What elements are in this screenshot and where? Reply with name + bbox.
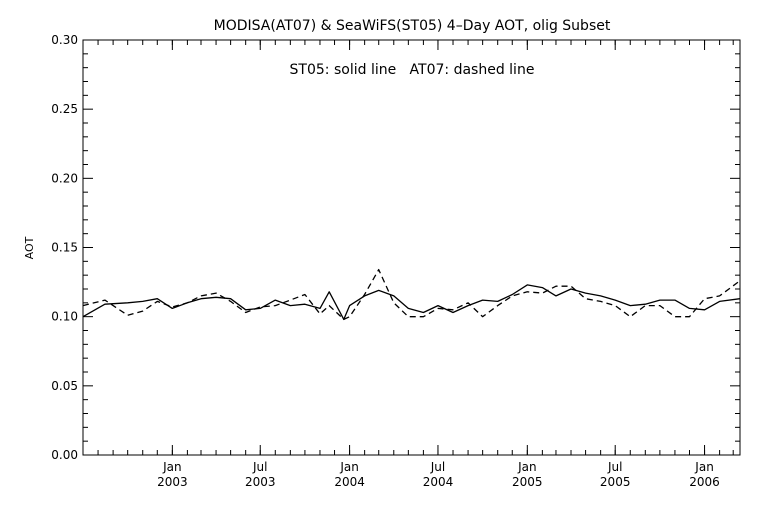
series-layer <box>82 268 741 321</box>
chart-annotation: ST05: solid line AT07: dashed line <box>290 62 535 78</box>
chart-title: MODISA(AT07) & SeaWiFS(ST05) 4–Day AOT, … <box>214 18 611 34</box>
y-tick-label: 0.15 <box>51 241 78 255</box>
x-tick-month-label: Jul <box>607 460 622 474</box>
x-tick-year-label: 2005 <box>600 475 631 489</box>
y-tick-label: 0.05 <box>51 379 78 393</box>
x-tick-year-label: 2004 <box>423 475 454 489</box>
x-tick-month-label: Jul <box>430 460 445 474</box>
x-tick-year-label: 2003 <box>157 475 188 489</box>
x-tick-month-label: Jan <box>162 460 182 474</box>
series-line-at07 <box>82 268 741 321</box>
plot-area-frame <box>82 39 741 456</box>
y-tick-label: 0.10 <box>51 310 78 324</box>
x-axis: Jan2003Jul2003Jan2004Jul2004Jan2005Jul20… <box>97 40 734 489</box>
y-tick-label: 0.30 <box>51 33 78 47</box>
x-tick-year-label: 2003 <box>245 475 276 489</box>
y-axis-label: AOT <box>23 236 36 259</box>
y-axis: 0.00 0.05 0.10 0.15 0.20 0.25 0.30 <box>51 33 740 462</box>
y-tick-label: 0.25 <box>51 102 78 116</box>
x-tick-year-label: 2004 <box>334 475 365 489</box>
series-line-st05 <box>82 284 741 321</box>
x-tick-month-label: Jul <box>252 460 267 474</box>
y-tick-label: 0.20 <box>51 171 78 185</box>
x-tick-year-label: 2006 <box>689 475 720 489</box>
x-tick-month-label: Jan <box>339 460 359 474</box>
x-tick-month-label: Jan <box>517 460 537 474</box>
x-tick-month-label: Jan <box>694 460 714 474</box>
x-tick-year-label: 2005 <box>512 475 543 489</box>
y-tick-label: 0.00 <box>51 448 78 462</box>
